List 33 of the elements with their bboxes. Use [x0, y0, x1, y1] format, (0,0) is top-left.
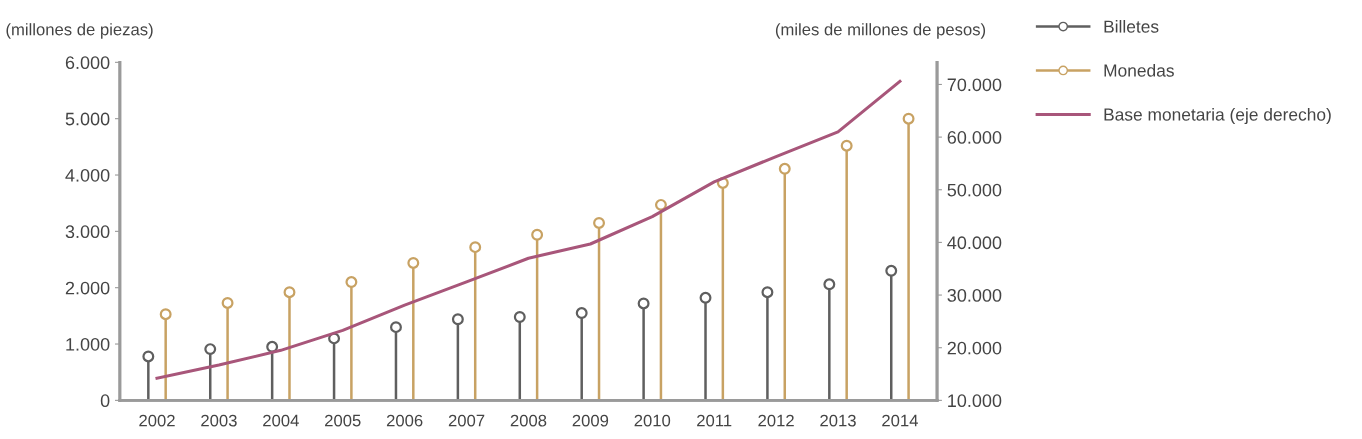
x-tick-label: 2007 [448, 414, 485, 427]
y-tick-label: 0 [100, 394, 110, 408]
y-axis-title: (millones de piezas) [6, 23, 153, 39]
y2-tick-label: 30.000 [947, 289, 1002, 302]
y2-tick-label: 40.000 [947, 236, 1002, 250]
legend-label: Billetes [1104, 20, 1159, 33]
x-tick-label: 2009 [572, 414, 609, 427]
y-tick-label: 6.000 [65, 56, 110, 70]
x-tick-label: 2010 [634, 414, 671, 427]
y-tick-label: 5.000 [65, 112, 110, 126]
y-tick-label: 3.000 [65, 225, 110, 239]
x-tick-label: 2002 [139, 414, 175, 427]
x-tick-label: 2006 [386, 414, 423, 427]
y2-axis-title: (miles de millones de pesos) [775, 23, 986, 39]
x-tick-label: 2013 [820, 414, 856, 427]
x-tick-label: 2005 [325, 414, 361, 427]
x-tick-label: 2004 [263, 414, 299, 427]
x-tick-label: 2012 [758, 414, 794, 427]
y2-tick-label: 20.000 [947, 341, 1002, 355]
y2-tick-label: 70.000 [947, 78, 1002, 92]
legend-label: Base monetaria (eje derecho) [1104, 107, 1331, 125]
y2-tick-label: 10.000 [948, 394, 1002, 408]
y2-tick-label: 50.000 [947, 183, 1002, 197]
line-series [155, 79, 902, 380]
x-tick-label: 2003 [201, 414, 237, 427]
x-tick-label: 2011 [697, 414, 732, 427]
x-tick-label: 2014 [882, 414, 918, 427]
y-tick-label: 1.000 [66, 337, 110, 351]
y-tick-label: 4.000 [65, 168, 110, 182]
y-tick-label: 2.000 [65, 281, 110, 295]
legend-label: Monedas [1104, 63, 1174, 77]
y2-tick-label: 60.000 [947, 131, 1002, 144]
x-tick-label: 2008 [510, 414, 547, 427]
